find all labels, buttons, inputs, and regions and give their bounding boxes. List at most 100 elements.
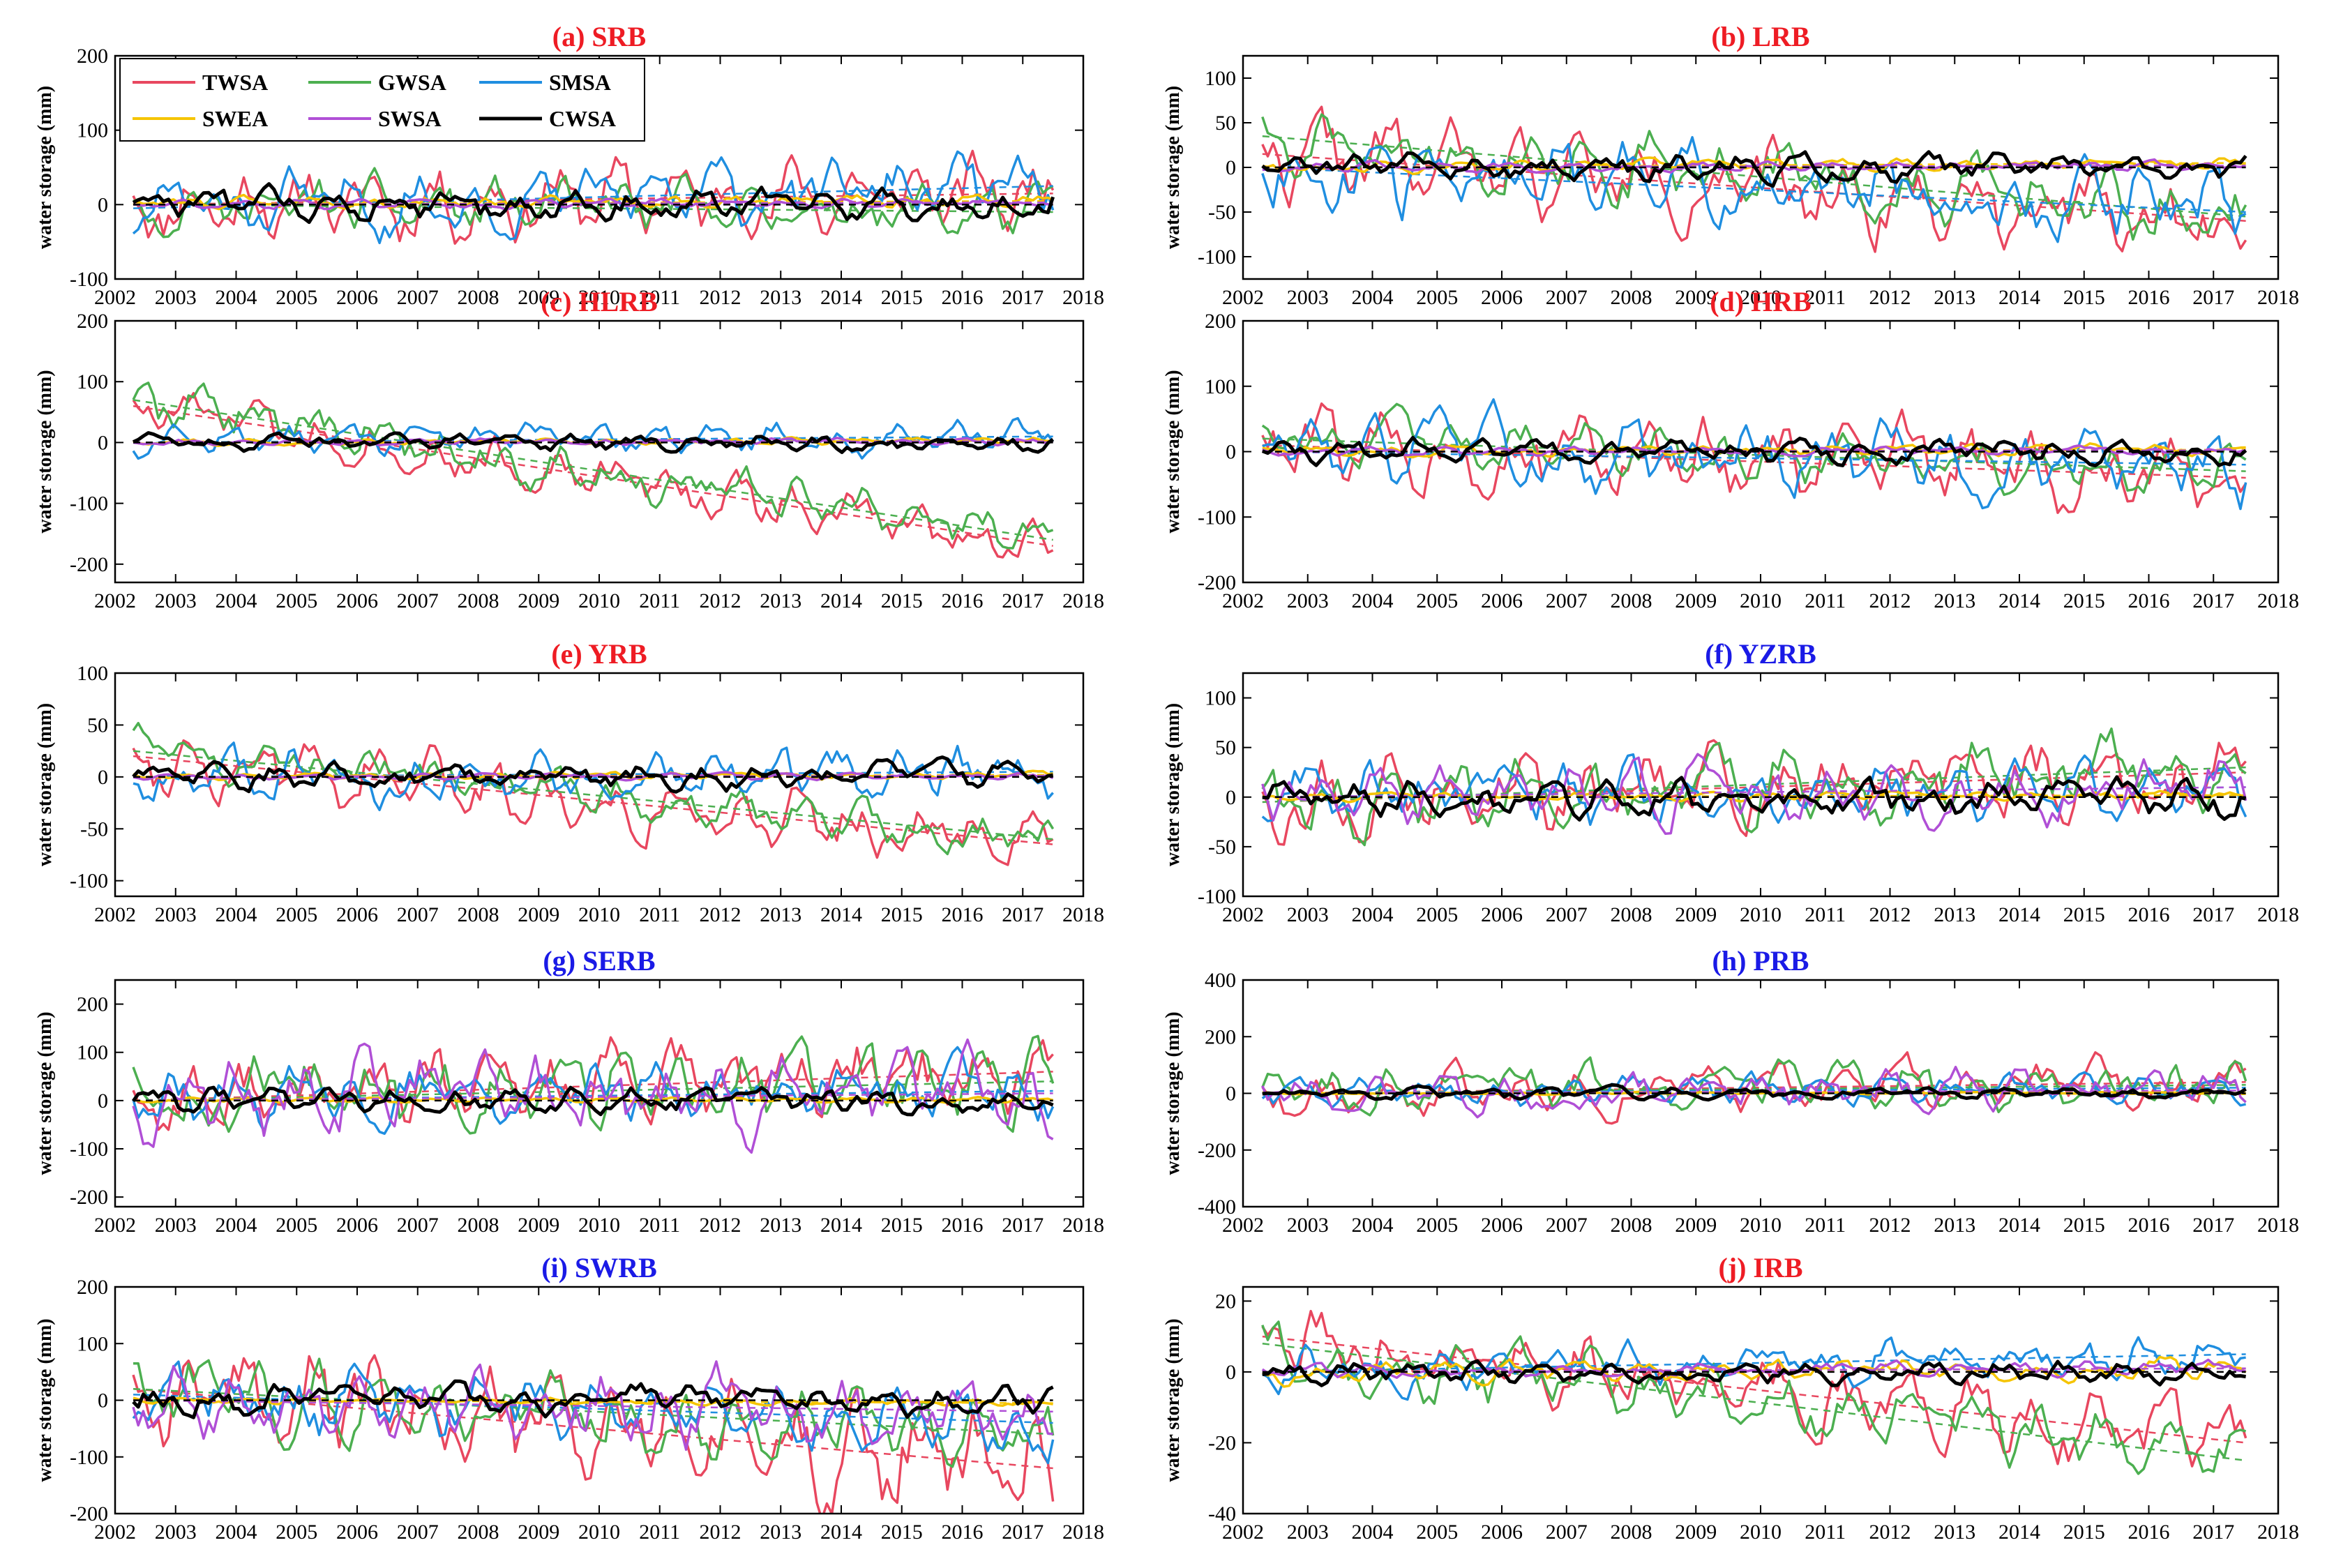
y-tick-label: 100	[1205, 375, 1236, 398]
x-tick-label: 2014	[1998, 903, 2040, 926]
y-tick-label: 200	[77, 310, 108, 333]
x-tick-label: 2004	[1352, 286, 1394, 309]
x-tick-label: 2014	[820, 1521, 862, 1544]
y-axis-label: water storage (mm)	[1162, 1011, 1184, 1175]
x-tick-label: 2015	[881, 286, 923, 309]
series-line-smsa	[1261, 136, 2247, 243]
y-tick-label: 50	[1215, 737, 1236, 760]
y-tick-label: 100	[77, 662, 108, 685]
x-tick-label: 2009	[1675, 286, 1717, 309]
series-group	[131, 1034, 1055, 1154]
y-axis-label: water storage (mm)	[34, 86, 56, 249]
x-tick-label: 2008	[458, 903, 499, 926]
series-line-twsa	[132, 1354, 1055, 1514]
y-axis-label: water storage (mm)	[1162, 703, 1184, 866]
legend: TWSA GWSA SMSA SWEA SWSA CWSA	[119, 58, 645, 142]
x-tick-label: 2015	[2063, 1521, 2105, 1544]
x-tick-label: 2010	[578, 1521, 620, 1544]
y-tick-label: -100	[70, 870, 108, 893]
y-tick-label: 200	[77, 45, 108, 68]
x-tick-label: 2017	[2192, 589, 2234, 612]
x-tick-label: 2017	[1002, 1521, 1044, 1544]
series-group	[132, 382, 1055, 559]
x-tick-label: 2017	[1002, 1214, 1044, 1237]
x-tick-label: 2010	[578, 903, 620, 926]
x-tick-label: 2008	[1611, 903, 1652, 926]
x-tick-label: 2017	[1002, 903, 1044, 926]
x-tick-label: 2010	[578, 589, 620, 612]
y-axis-label: water storage (mm)	[34, 370, 56, 533]
y-tick-label: 0	[98, 193, 108, 216]
x-tick-label: 2007	[397, 286, 439, 309]
x-tick-label: 2006	[336, 286, 378, 309]
x-tick-label: 2003	[1287, 286, 1329, 309]
x-tick-label: 2006	[1481, 1214, 1523, 1237]
series-line-smsa	[132, 150, 1055, 245]
x-tick-label: 2002	[1222, 903, 1264, 926]
trend-line-smsa	[133, 1394, 1053, 1424]
y-tick-label: -100	[70, 1138, 108, 1161]
y-axis-label: water storage (mm)	[34, 1011, 56, 1175]
x-tick-label: 2005	[1416, 1521, 1458, 1544]
x-tick-label: 2011	[1805, 903, 1846, 926]
x-tick-label: 2009	[1675, 589, 1717, 612]
y-tick-label: -200	[1198, 571, 1236, 594]
panel-j: 2002 2003 2004 2005 2006 2007 2008 2009 2010 2011…	[1162, 1252, 2299, 1544]
x-tick-label: 2006	[1481, 286, 1523, 309]
trend-line-twsa	[133, 755, 1053, 845]
y-tick-label: 0	[98, 1389, 108, 1412]
x-tick-label: 2008	[458, 589, 499, 612]
y-tick-label: 100	[1205, 67, 1236, 90]
series-group	[1261, 398, 2247, 514]
panel-c: 2002 2003 2004 2005 2006 2007 2008 2009 2010 2011…	[34, 286, 1104, 612]
x-tick-label: 2005	[1416, 589, 1458, 612]
x-tick-label: 2014	[1998, 286, 2040, 309]
x-tick-label: 2003	[155, 286, 197, 309]
x-tick-label: 2012	[1869, 903, 1911, 926]
x-tick-label: 2006	[336, 589, 378, 612]
x-tick-label: 2016	[942, 589, 984, 612]
legend-box	[119, 58, 645, 142]
x-tick-label: 2004	[1352, 903, 1394, 926]
panel-title: (i) SWRB	[541, 1252, 657, 1283]
y-tick-label: -100	[1198, 246, 1236, 269]
y-tick-label: 400	[1205, 969, 1236, 992]
x-tick-label: 2002	[1222, 589, 1264, 612]
x-tick-label: 2016	[2128, 1521, 2170, 1544]
y-tick-label: -100	[1198, 506, 1236, 529]
y-tick-label: -200	[70, 1186, 108, 1209]
x-tick-label: 2011	[1805, 589, 1846, 612]
x-tick-label: 2002	[94, 286, 136, 309]
x-tick-label: 2007	[397, 1214, 439, 1237]
x-tick-label: 2015	[2063, 1214, 2105, 1237]
series-line-cwsa	[1262, 1359, 2246, 1387]
panel-title: (a) SRB	[552, 21, 646, 52]
y-tick-label: -100	[70, 268, 108, 291]
x-tick-label: 2016	[942, 286, 984, 309]
y-tick-label: 100	[77, 1332, 108, 1355]
y-tick-label: 0	[1226, 1083, 1236, 1106]
y-tick-label: -200	[70, 553, 108, 576]
y-tick-label: 50	[87, 714, 108, 737]
x-tick-label: 2002	[1222, 1214, 1264, 1237]
series-line-smsa	[132, 416, 1055, 460]
x-tick-label: 2018	[1062, 1521, 1104, 1544]
x-tick-label: 2008	[1611, 1521, 1652, 1544]
x-tick-label: 2002	[1222, 286, 1264, 309]
x-tick-label: 2003	[1287, 1214, 1329, 1237]
trend-line-twsa	[1262, 1335, 2246, 1444]
x-tick-label: 2004	[216, 286, 257, 309]
x-tick-label: 2011	[1805, 1214, 1846, 1237]
y-tick-label: 0	[98, 431, 108, 454]
x-tick-label: 2013	[760, 1214, 801, 1237]
x-tick-label: 2016	[942, 1214, 984, 1237]
x-tick-label: 2011	[1805, 1521, 1846, 1544]
x-tick-label: 2012	[700, 1214, 741, 1237]
x-tick-label: 2011	[1805, 286, 1846, 309]
x-tick-label: 2004	[1352, 1521, 1394, 1544]
x-tick-label: 2006	[336, 903, 378, 926]
panel-a: 2002 2003 2004 2005 2006 2007 2008 2009 2010 2011…	[34, 21, 1104, 309]
x-tick-label: 2002	[94, 903, 136, 926]
series-group	[1261, 1309, 2247, 1475]
